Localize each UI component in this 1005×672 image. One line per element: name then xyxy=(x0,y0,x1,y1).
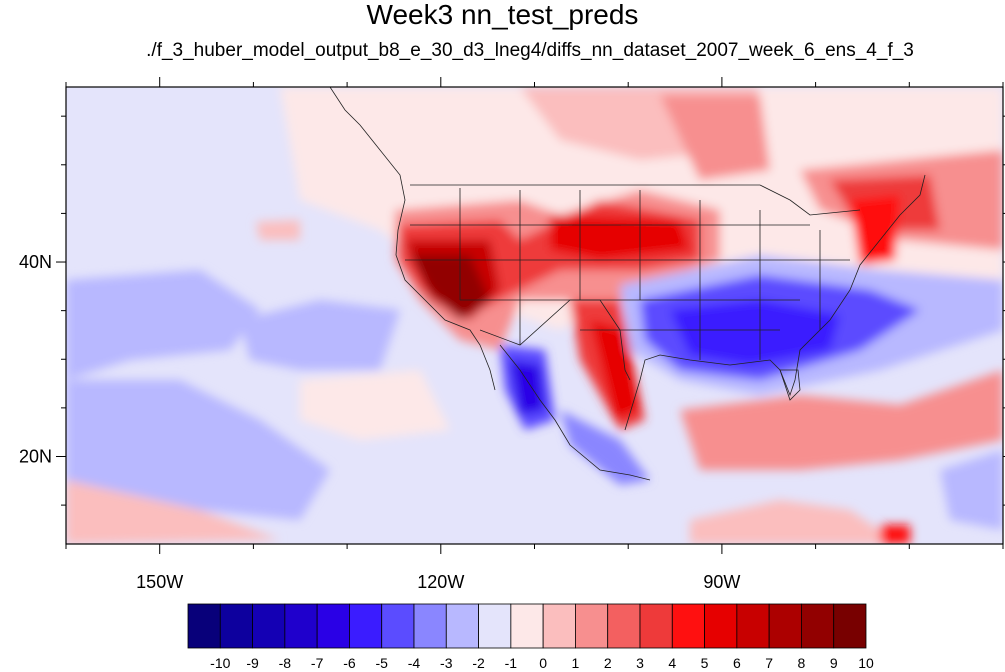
coastline-gulf-atlantic xyxy=(624,174,926,431)
colorbar-level-label: 9 xyxy=(830,655,838,671)
colorbar-swatch xyxy=(187,603,221,649)
warm-spot-pacific xyxy=(256,220,300,240)
colorbar-level-label: 5 xyxy=(701,655,709,671)
contour-fill-layer xyxy=(66,87,1003,544)
colorbar-swatch xyxy=(284,603,318,649)
colorbar-level-label: 0 xyxy=(539,655,547,671)
colorbar-swatch xyxy=(252,603,286,649)
cool-core-southeast xyxy=(670,300,840,365)
colorbar-swatch xyxy=(219,603,253,649)
cool-region-mexico xyxy=(560,410,650,485)
colorbar-level-label: 2 xyxy=(604,655,612,671)
axis-tick-labels: 150W 120W 90W 40N 20N xyxy=(19,252,740,592)
colorbar-level-label: 6 xyxy=(733,655,741,671)
lon-tick-label: 120W xyxy=(417,572,464,592)
colorbar-swatch xyxy=(349,603,383,649)
colorbar-level-label: -3 xyxy=(440,655,453,671)
cool-region-pacific-south xyxy=(66,380,330,520)
cool-region-pacific-west xyxy=(66,270,260,380)
colorbar-level-label: -5 xyxy=(375,655,388,671)
lat-tick-label: 40N xyxy=(19,252,52,272)
colorbar-level-label: -1 xyxy=(505,655,518,671)
colorbar-swatch xyxy=(316,603,350,649)
lat-tick-label: 20N xyxy=(19,446,52,466)
warm-tongue-texas-core xyxy=(590,320,640,420)
map-subtitle: ./f_3_huber_model_output_b8_e_30_d3_lneg… xyxy=(146,40,914,61)
coastline-florida xyxy=(779,369,801,401)
colorbar-swatch xyxy=(768,603,802,649)
colorbar-level-label: -4 xyxy=(408,655,421,671)
colorbar-swatch xyxy=(833,603,867,649)
coastlines-and-borders xyxy=(329,87,926,481)
colorbar-swatch xyxy=(671,603,705,649)
warm-core-newengland xyxy=(850,195,900,265)
state-lines-horizontal xyxy=(405,224,850,331)
colorbar-swatch xyxy=(639,603,673,649)
colorbar xyxy=(187,603,867,649)
colorbar-swatch xyxy=(478,603,512,649)
colorbar-level-label: -8 xyxy=(279,655,292,671)
map-title: Week3 nn_test_preds xyxy=(366,0,639,30)
border-canada xyxy=(410,184,861,216)
colorbar-level-label: 10 xyxy=(858,655,874,671)
colorbar-swatch xyxy=(381,603,415,649)
colorbar-level-label: 8 xyxy=(798,655,806,671)
colorbar-level-label: 4 xyxy=(668,655,676,671)
warm-region-atlantic-south xyxy=(680,370,1003,470)
axis-ticks xyxy=(56,77,1005,554)
colorbar-swatch xyxy=(801,603,835,649)
state-lines-vertical xyxy=(459,188,821,360)
colorbar-swatch xyxy=(575,603,609,649)
colorbar-level-label: -9 xyxy=(246,655,259,671)
colorbar-swatch xyxy=(542,603,576,649)
colorbar-level-label: -2 xyxy=(472,655,485,671)
colorbar-swatch xyxy=(413,603,447,649)
light-warm-pacific xyxy=(300,370,450,440)
cool-region-caribbean xyxy=(940,450,1003,530)
colorbar-level-label: 7 xyxy=(765,655,773,671)
anomaly-field xyxy=(66,87,1003,544)
colorbar-level-label: -7 xyxy=(311,655,324,671)
lon-tick-label: 150W xyxy=(136,572,183,592)
colorbar-swatch xyxy=(607,603,641,649)
coastline-baja-mexico xyxy=(499,344,651,481)
colorbar-swatch xyxy=(704,603,738,649)
warm-core-plains xyxy=(550,215,690,260)
colorbar-level-label: 3 xyxy=(636,655,644,671)
lon-tick-label: 90W xyxy=(703,572,740,592)
colorbar-level-label: -6 xyxy=(343,655,356,671)
warm-region-canada xyxy=(660,95,770,180)
warm-region-pacific-south xyxy=(66,480,280,544)
warm-spot-caribbean xyxy=(880,525,910,544)
colorbar-labels: -10 -9 -8 -7 -6 -5 -4 -3 -2 -1 0 1 2 3 4 5 6 7 8 9 10 xyxy=(210,655,874,671)
cool-region-pacific-mid xyxy=(240,300,400,370)
coastline-pacific xyxy=(329,87,496,391)
colorbar-level-label: -10 xyxy=(210,655,230,671)
colorbar-level-label: 1 xyxy=(572,655,580,671)
warm-peak-california xyxy=(410,255,490,320)
colorbar-swatch xyxy=(510,603,544,649)
cool-core-baja xyxy=(510,360,545,415)
warm-region-caribbean xyxy=(690,500,900,544)
colorbar-swatch xyxy=(445,603,479,649)
colorbar-swatch xyxy=(736,603,770,649)
